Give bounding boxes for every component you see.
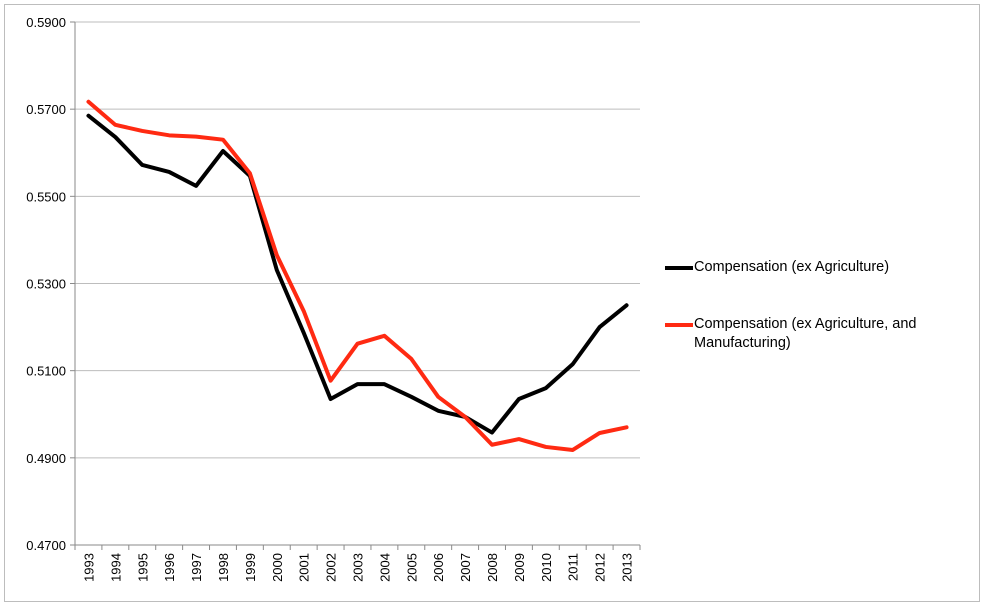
x-tick-label: 2011 — [566, 553, 581, 581]
x-tick-label: 1997 — [189, 553, 204, 582]
y-tick-label: 0.4900 — [26, 451, 66, 466]
legend-label-ex-agriculture-manufacturing: Compensation (ex Agriculture, and Manufa… — [694, 316, 917, 351]
x-tick-label: 1996 — [162, 553, 177, 582]
x-tick-label: 2012 — [593, 553, 608, 582]
x-tick-label: 2001 — [297, 553, 312, 582]
x-tick-label: 2004 — [377, 553, 392, 582]
legend-swatch-red — [665, 323, 693, 327]
legend-swatch-black — [665, 266, 693, 270]
x-tick-label: 1993 — [81, 553, 96, 582]
series-line-ex-agriculture — [86, 113, 629, 435]
x-tick-label: 2006 — [431, 553, 446, 582]
y-tick-label: 0.4700 — [26, 538, 66, 553]
series-line-ex-agriculture-manufacturing — [86, 99, 629, 452]
y-tick-label: 0.5500 — [26, 189, 66, 204]
x-tick-label: 1998 — [216, 553, 231, 582]
x-tick-label: 2009 — [512, 553, 527, 582]
x-tick-label: 2013 — [620, 553, 635, 582]
y-tick-label: 0.5900 — [26, 15, 66, 30]
x-tick-label: 2002 — [324, 553, 339, 582]
chart-frame — [4, 4, 980, 602]
x-tick-label: 2007 — [458, 553, 473, 582]
x-tick-label: 2010 — [539, 553, 554, 582]
y-tick-label: 0.5700 — [26, 102, 66, 117]
legend-label-ex-agriculture: Compensation (ex Agriculture) — [694, 259, 890, 275]
x-tick-label: 2005 — [404, 553, 419, 582]
x-tick-label: 2003 — [351, 553, 366, 582]
x-tick-label: 2008 — [485, 553, 500, 582]
x-tick-label: 1994 — [108, 553, 123, 582]
x-tick-label: 1999 — [243, 553, 258, 582]
y-tick-label: 0.5100 — [26, 364, 66, 379]
x-tick-label: 1995 — [135, 553, 150, 582]
x-tick-label: 2000 — [270, 553, 285, 582]
y-tick-label: 0.5300 — [26, 277, 66, 292]
